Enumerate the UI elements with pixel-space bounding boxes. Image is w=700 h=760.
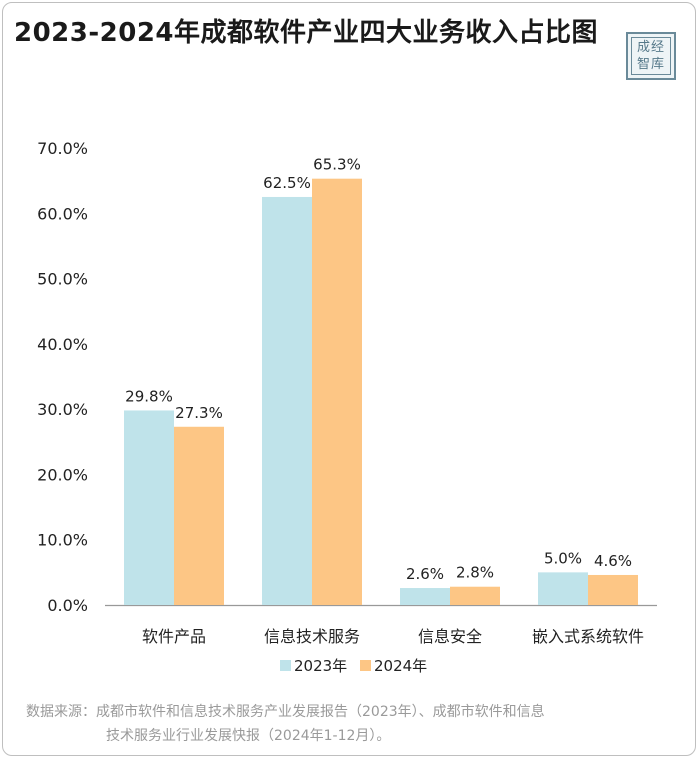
data-label: 65.3% [313, 156, 361, 174]
source-line-1: 数据来源：成都市软件和信息技术服务产业发展报告（2023年）、成都市软件和信息 [26, 704, 545, 720]
y-tick-label: 10.0% [37, 531, 88, 550]
legend-label: 2023年 [294, 657, 347, 675]
source-line-2: 技术服务业行业发展快报（2024年1-12月）。 [106, 728, 391, 744]
data-label: 27.3% [175, 404, 223, 422]
logo: 成经智库 [626, 32, 676, 80]
y-tick-label: 20.0% [37, 465, 88, 484]
x-tick-label: 信息安全 [418, 627, 482, 646]
x-tick-label: 嵌入式系统软件 [532, 627, 644, 646]
logo-text: 成经智库 [631, 37, 671, 75]
y-tick-label: 70.0% [37, 139, 88, 158]
bar-2023 [262, 196, 312, 605]
data-source-note: 数据来源：成都市软件和信息技术服务产业发展报告（2023年）、成都市软件和信息 … [26, 700, 686, 748]
legend-label: 2024年 [374, 657, 427, 675]
bar-2024 [174, 426, 224, 605]
data-label: 4.6% [594, 552, 632, 570]
y-tick-label: 50.0% [37, 270, 88, 289]
bar-2023 [124, 410, 174, 605]
bar-2024 [450, 586, 500, 605]
y-tick-label: 40.0% [37, 335, 88, 354]
bar-2024 [588, 574, 638, 605]
x-tick-label: 信息技术服务 [264, 627, 360, 646]
data-label: 62.5% [263, 174, 311, 192]
bar-2023 [538, 572, 588, 605]
x-tick-label: 软件产品 [142, 627, 206, 646]
data-label: 2.6% [406, 565, 444, 583]
legend-swatch-2024 [360, 660, 371, 671]
bar-2024 [312, 178, 362, 606]
y-tick-label: 0.0% [47, 596, 88, 615]
legend-swatch-2023 [280, 660, 291, 671]
data-label: 29.8% [125, 387, 173, 405]
bar-chart: 0.0% 10.0% 20.0% 30.0% 40.0% 50.0% 60.0% 70.0% 2… [37, 139, 657, 675]
chart-title: 2023-2024年成都软件产业四大业务收入占比图 [14, 18, 599, 48]
y-tick-label: 30.0% [37, 400, 88, 419]
data-label: 2.8% [456, 564, 494, 582]
y-tick-label: 60.0% [37, 204, 88, 223]
bar-2023 [400, 588, 450, 605]
data-label: 5.0% [544, 549, 582, 567]
